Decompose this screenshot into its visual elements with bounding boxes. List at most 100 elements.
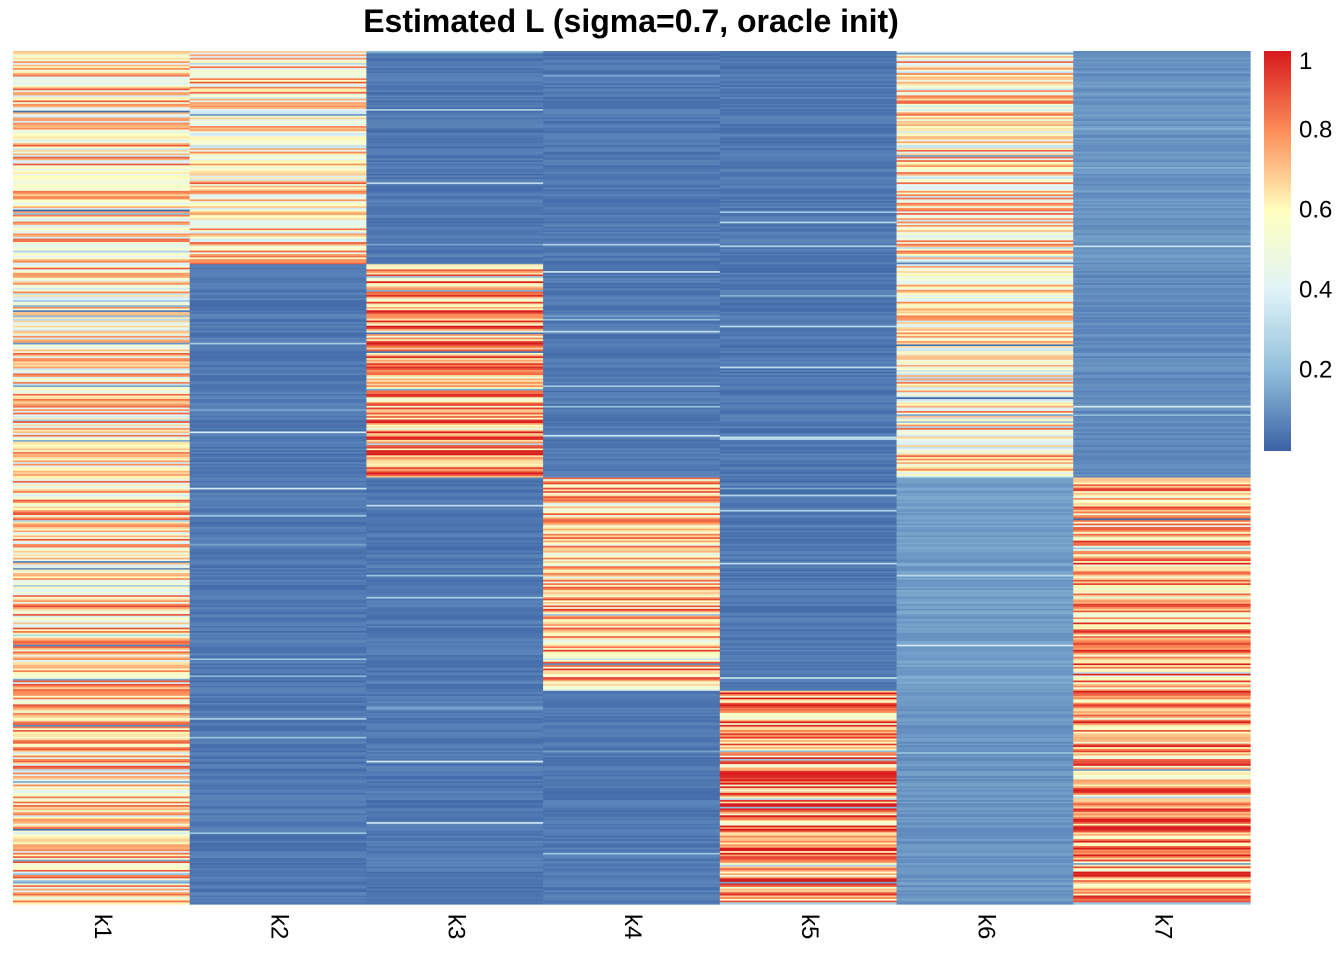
heatmap-cell	[366, 602, 544, 605]
heatmap-cell	[896, 678, 1074, 682]
heatmap-cell	[13, 141, 191, 144]
heatmap-cell	[13, 470, 191, 473]
heatmap-cell	[543, 213, 721, 216]
heatmap-cell	[719, 685, 898, 688]
heatmap-cell	[719, 731, 898, 734]
heatmap-cell	[13, 88, 191, 91]
heatmap-cell	[719, 429, 898, 433]
heatmap-cell	[896, 834, 1074, 837]
column-label-k2: k2	[266, 914, 293, 939]
heatmap-cell	[366, 103, 544, 107]
heatmap-cell	[896, 388, 1074, 392]
heatmap-cell	[543, 706, 721, 709]
heatmap-cell	[366, 436, 544, 439]
heatmap-cell	[719, 726, 898, 729]
heatmap-cell	[719, 225, 898, 228]
heatmap-cell	[719, 148, 898, 151]
heatmap-cell	[896, 486, 1074, 489]
heatmap-cell	[896, 555, 1074, 559]
heatmap-cell	[13, 533, 191, 537]
heatmap-cell	[719, 757, 898, 760]
heatmap-cell	[189, 73, 368, 76]
heatmap-cell	[366, 832, 544, 835]
heatmap-cell	[366, 864, 544, 868]
heatmap-cell	[189, 540, 368, 543]
heatmap-cell	[896, 811, 1074, 815]
heatmap-cell	[189, 206, 368, 209]
heatmap-cell	[1073, 288, 1251, 291]
heatmap-cell	[366, 808, 544, 811]
heatmap-cell	[543, 649, 721, 653]
heatmap-cell	[1073, 74, 1251, 78]
heatmap-cell	[896, 182, 1074, 185]
heatmap-cell	[896, 404, 1074, 407]
heatmap-cell	[366, 78, 544, 81]
heatmap-cell	[189, 194, 368, 197]
heatmap-cell	[13, 211, 191, 214]
heatmap-cell	[896, 436, 1074, 439]
heatmap-cell	[13, 492, 191, 496]
heatmap-cell	[13, 387, 191, 390]
heatmap-cell	[13, 457, 191, 460]
heatmap-cell	[189, 228, 368, 231]
heatmap-cell	[189, 584, 368, 588]
heatmap-cell	[719, 830, 898, 833]
heatmap-cell	[543, 670, 721, 673]
heatmap-cell	[719, 665, 898, 668]
heatmap-cell	[1073, 95, 1251, 98]
heatmap-cell	[366, 636, 544, 639]
heatmap-cell	[896, 54, 1074, 57]
heatmap-cell	[543, 390, 721, 393]
heatmap-cell	[189, 902, 368, 905]
heatmap-cell	[189, 197, 368, 201]
heatmap-cell	[543, 666, 721, 670]
heatmap-cell	[189, 876, 368, 880]
heatmap-cell	[896, 832, 1074, 835]
heatmap-cell	[1073, 315, 1251, 318]
heatmap-cell	[13, 861, 191, 864]
heatmap-cell	[1073, 547, 1251, 550]
heatmap-cell	[896, 890, 1074, 893]
heatmap-cell	[543, 170, 721, 173]
heatmap-cell	[719, 555, 898, 559]
heatmap-cell	[1073, 646, 1251, 649]
heatmap-cell	[366, 603, 544, 607]
heatmap-cell	[719, 487, 898, 491]
heatmap-cell	[1073, 209, 1251, 212]
heatmap-cell	[366, 610, 544, 613]
heatmap-cell	[189, 124, 368, 127]
heatmap-cell	[1073, 102, 1251, 105]
heatmap-cell	[189, 660, 368, 663]
heatmap-cell	[719, 131, 898, 134]
heatmap-cell	[1073, 685, 1251, 688]
heatmap-cell	[719, 51, 898, 54]
heatmap-cell	[189, 820, 368, 823]
heatmap-cell	[1073, 346, 1251, 349]
heatmap-cell	[719, 477, 898, 480]
heatmap-cell	[719, 165, 898, 168]
heatmap-cell	[543, 888, 721, 891]
heatmap-cell	[543, 897, 721, 900]
heatmap-cell	[366, 622, 544, 625]
heatmap-cell	[189, 433, 368, 436]
heatmap-cell	[366, 364, 544, 368]
heatmap-cell	[13, 264, 191, 267]
heatmap-cell	[719, 250, 898, 253]
heatmap-cell	[189, 677, 368, 680]
heatmap-cell	[719, 861, 898, 864]
heatmap-cell	[1073, 774, 1251, 777]
heatmap-cell	[719, 619, 898, 622]
heatmap-cell	[189, 308, 368, 311]
heatmap-cell	[719, 283, 898, 286]
heatmap-cell	[543, 566, 721, 569]
heatmap-cell	[719, 252, 898, 255]
heatmap-cell	[543, 902, 721, 905]
heatmap-cell	[1073, 190, 1251, 194]
heatmap-cell	[13, 226, 191, 230]
heatmap-cell	[1073, 265, 1251, 269]
heatmap-cell	[1073, 644, 1251, 647]
heatmap-cell	[1073, 407, 1251, 410]
heatmap-cell	[543, 151, 721, 154]
heatmap-cell	[543, 380, 721, 383]
heatmap-cell	[1073, 482, 1251, 485]
